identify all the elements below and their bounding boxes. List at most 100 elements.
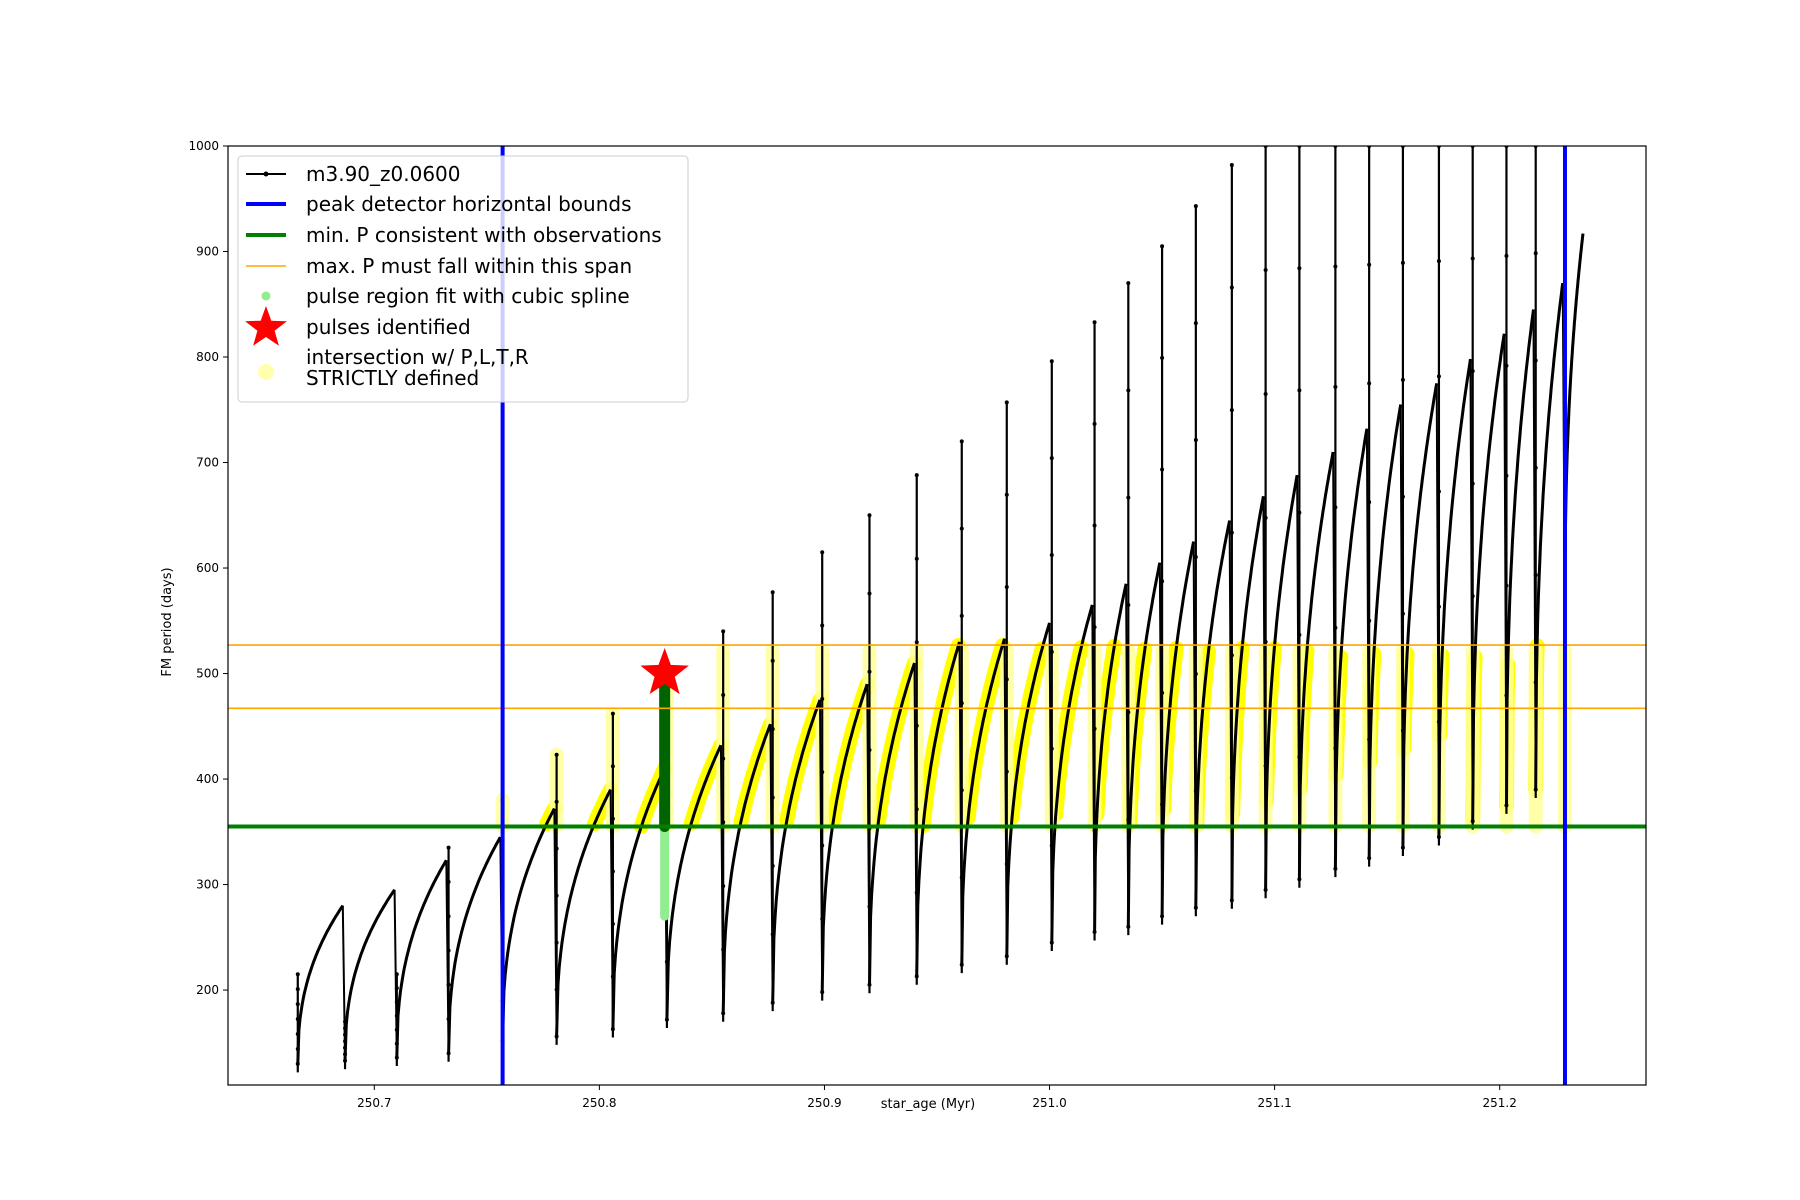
track-point-17-6 — [1126, 281, 1131, 286]
track-point-16-4 — [1092, 523, 1097, 528]
track-point-28-5 — [1504, 253, 1509, 258]
legend-label-5: pulses identified — [306, 315, 471, 339]
track-cycle-11 — [868, 662, 916, 985]
y-tick-label-4: 600 — [196, 561, 219, 575]
track-point-18-0 — [1160, 914, 1165, 919]
track-point-14-3 — [1004, 677, 1009, 682]
track-point-18-2 — [1160, 690, 1165, 695]
track-point-18-3 — [1160, 579, 1165, 584]
track-point-5-1 — [554, 987, 559, 992]
track-point-17-1 — [1126, 817, 1131, 822]
track-point-6-6 — [610, 711, 615, 716]
x-tick-label-0: 250.7 — [357, 1096, 391, 1110]
axes: 250.7 250.8 250.9 251.0 251.1 251.2 200 300 400 5… — [188, 139, 1647, 1110]
track-point-9-5 — [770, 658, 775, 663]
legend-handle-dot-4 — [261, 291, 271, 301]
track-point-14-2 — [1004, 769, 1009, 774]
track-point-19-4 — [1193, 438, 1198, 443]
track-point-29-0 — [1533, 787, 1538, 792]
x-axis-label: star_age (Myr) — [881, 1097, 975, 1112]
track-point-29-1 — [1533, 680, 1538, 685]
track-point-23-5 — [1333, 264, 1338, 269]
track-point-29-5 — [1533, 251, 1538, 256]
track-point-8-1 — [721, 947, 726, 952]
track-point-22-2 — [1297, 632, 1302, 637]
track-point-6-1 — [610, 974, 615, 979]
track-point-3-5 — [446, 879, 451, 884]
track-point-13-5 — [959, 526, 964, 531]
track-point-8-4 — [721, 756, 726, 761]
track-point-12-4 — [914, 640, 919, 645]
track-point-5-6 — [554, 752, 559, 757]
track-point-14-5 — [1004, 492, 1009, 497]
track-point-13-2 — [959, 788, 964, 793]
intersection-band-10 — [826, 676, 875, 828]
track-point-14-1 — [1004, 861, 1009, 866]
track-point-2-1 — [394, 1041, 399, 1046]
track-point-14-4 — [1004, 585, 1009, 590]
intersection-band-13 — [960, 638, 1010, 826]
track-point-2-4 — [394, 1000, 399, 1005]
track-point-11-3 — [867, 748, 872, 753]
track-point-17-0 — [1126, 924, 1131, 929]
track-point-21-1 — [1263, 763, 1268, 768]
track-point-20-6 — [1229, 162, 1234, 167]
track-point-1-6 — [343, 1019, 348, 1024]
track-point-5-2 — [554, 940, 559, 945]
intersection-band-12 — [915, 637, 966, 834]
track-point-25-1 — [1400, 728, 1405, 733]
legend-label-3: max. P must fall within this span — [306, 254, 632, 278]
track-point-28-0 — [1504, 803, 1509, 808]
track-cycle-5 — [555, 788, 612, 1037]
x-tick-label-4: 251.1 — [1257, 1096, 1291, 1110]
track-point-20-5 — [1229, 285, 1234, 290]
track-point-20-4 — [1229, 408, 1234, 413]
track-point-26-4 — [1436, 374, 1441, 379]
legend-item-4: pulse region fit with cubic spline — [261, 284, 630, 308]
track-point-27-0 — [1470, 819, 1475, 824]
track-point-15-3 — [1049, 649, 1054, 654]
track-point-3-0 — [446, 1051, 451, 1056]
track-point-9-0 — [770, 1000, 775, 1005]
track-point-5-5 — [554, 799, 559, 804]
x-tick-label-5: 251.2 — [1483, 1096, 1517, 1110]
track-point-12-0 — [914, 974, 919, 979]
track-point-29-4 — [1533, 358, 1538, 363]
track-point-28-1 — [1504, 693, 1509, 698]
track-point-9-1 — [770, 932, 775, 937]
track-point-26-2 — [1436, 604, 1441, 609]
track-cycle-21 — [1264, 474, 1299, 890]
track-cycle-8 — [721, 723, 772, 1014]
track-point-19-1 — [1193, 788, 1198, 793]
track-point-2-0 — [394, 1055, 399, 1060]
track-point-26-1 — [1436, 719, 1441, 724]
track-point-2-3 — [394, 1013, 399, 1018]
track-point-1-5 — [343, 1026, 348, 1031]
legend-item-3: max. P must fall within this span — [246, 254, 632, 278]
track-point-21-3 — [1263, 515, 1268, 520]
track-point-17-3 — [1126, 602, 1131, 607]
track-cycle-15 — [1050, 604, 1094, 943]
track-point-1-0 — [343, 1058, 348, 1063]
track-point-8-3 — [721, 820, 726, 825]
track-point-22-1 — [1297, 755, 1302, 760]
track-point-9-4 — [770, 727, 775, 732]
y-axis-label: FM period (days) — [160, 567, 175, 676]
legend-item-2: min. P consistent with observations — [246, 223, 662, 247]
track-point-14-0 — [1004, 954, 1009, 959]
y-tick-label-3: 500 — [196, 667, 219, 681]
track-point-29-3 — [1533, 465, 1538, 470]
track-point-22-3 — [1297, 510, 1302, 515]
x-tick-label-2: 250.9 — [807, 1096, 841, 1110]
track-cycle-20 — [1230, 496, 1265, 901]
track-point-25-3 — [1400, 494, 1405, 499]
track-point-11-0 — [867, 982, 872, 987]
track-point-10-5 — [820, 623, 825, 628]
track-point-10-3 — [820, 770, 825, 775]
track-point-6-2 — [610, 921, 615, 926]
track-point-28-3 — [1504, 473, 1509, 478]
legend-handle-halo-6 — [258, 364, 274, 380]
track-point-21-5 — [1263, 267, 1268, 272]
track-cycle-2 — [395, 859, 448, 1058]
